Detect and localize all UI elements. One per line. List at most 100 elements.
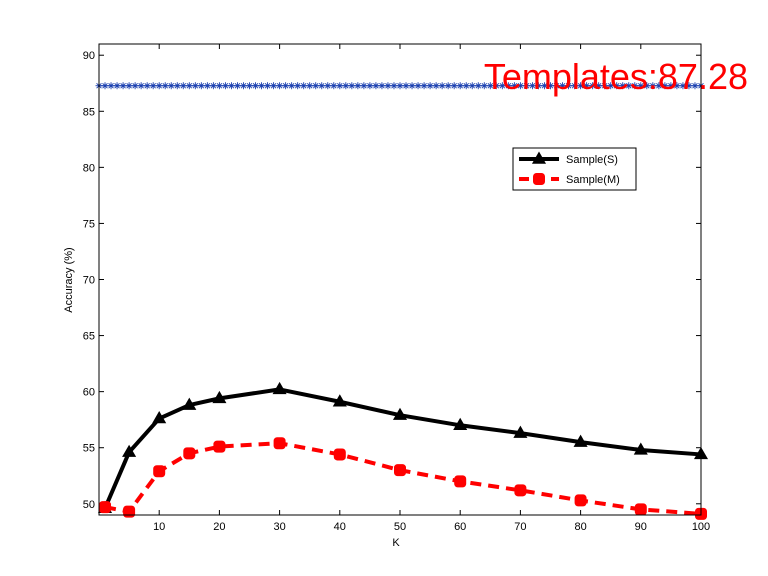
- reference-marker: [221, 82, 229, 90]
- x-tick-label: 10: [153, 521, 165, 533]
- reference-marker: [631, 82, 639, 90]
- reference-marker: [420, 82, 428, 90]
- x-tick-label: 50: [394, 521, 406, 533]
- y-tick-label: 85: [83, 106, 95, 118]
- reference-marker: [456, 82, 464, 90]
- reference-marker: [252, 82, 260, 90]
- reference-marker: [294, 82, 302, 90]
- data-point: [333, 448, 346, 461]
- data-point: [182, 397, 197, 410]
- y-tick-label: 90: [83, 50, 95, 62]
- plot-border: [98, 43, 702, 516]
- data-point: [123, 505, 136, 518]
- reference-marker: [149, 82, 157, 90]
- x-tick-label: 20: [213, 521, 225, 533]
- reference-marker: [559, 82, 567, 90]
- reference-marker: [270, 82, 278, 90]
- x-tick-label: 40: [334, 521, 346, 533]
- y-tick-label: 55: [83, 443, 95, 455]
- reference-marker: [264, 82, 272, 90]
- data-point: [514, 484, 527, 497]
- reference-marker: [119, 82, 127, 90]
- reference-marker: [101, 82, 109, 90]
- reference-marker: [227, 82, 235, 90]
- legend-marker: [531, 151, 547, 164]
- reference-marker: [131, 82, 139, 90]
- reference-marker: [498, 82, 506, 90]
- reference-marker: [504, 82, 512, 90]
- reference-marker: [246, 82, 253, 90]
- reference-marker: [414, 82, 422, 90]
- reference-marker: [534, 82, 542, 90]
- reference-marker: [336, 82, 344, 90]
- data-point: [513, 425, 528, 438]
- reference-marker: [215, 82, 223, 90]
- y-axis: 50 55 60 65 70 75 80 85 90: [83, 50, 701, 511]
- y-tick-label: 75: [83, 218, 95, 230]
- y-tick-label: 65: [83, 331, 95, 343]
- reference-marker: [125, 82, 133, 90]
- x-tick-label: 90: [635, 521, 647, 533]
- reference-marker: [589, 82, 597, 90]
- reference-marker: [601, 82, 609, 90]
- plot-area: [99, 44, 701, 515]
- data-point: [634, 503, 647, 516]
- reference-marker: [540, 82, 548, 90]
- reference-marker: [516, 82, 524, 90]
- data-point: [633, 442, 648, 455]
- reference-marker: [209, 82, 217, 90]
- reference-marker: [185, 82, 193, 90]
- reference-marker: [522, 82, 530, 90]
- x-axis-label: K: [392, 537, 400, 549]
- legend: Sample(S) Sample(M): [512, 147, 637, 191]
- reference-marker: [366, 82, 374, 90]
- reference-marker: [324, 82, 332, 90]
- reference-marker: [480, 82, 488, 90]
- x-axis: 10 20 30 40 50 60 70 80 90 100: [153, 44, 710, 533]
- reference-marker: [330, 82, 338, 90]
- reference-marker: [179, 82, 187, 90]
- reference-marker: [372, 82, 380, 90]
- reference-marker: [607, 82, 615, 90]
- data-point: [573, 434, 588, 447]
- reference-marker: [625, 82, 633, 90]
- data-point: [273, 437, 286, 450]
- data-point: [332, 394, 347, 407]
- reference-marker: [354, 82, 362, 90]
- reference-marker: [342, 82, 350, 90]
- x-tick-label: 100: [692, 521, 710, 533]
- x-tick-label: 30: [273, 521, 285, 533]
- reference-marker: [649, 82, 657, 90]
- reference-marker: [679, 82, 687, 90]
- reference-marker: [203, 82, 211, 90]
- reference-marker: [191, 82, 199, 90]
- reference-marker: [595, 82, 603, 90]
- reference-marker: [553, 82, 561, 90]
- reference-marker: [137, 82, 145, 90]
- reference-marker: [390, 82, 398, 90]
- data-point: [153, 465, 166, 478]
- reference-marker: [113, 82, 121, 90]
- reference-marker: [197, 82, 205, 90]
- x-tick-label: 80: [574, 521, 586, 533]
- reference-marker: [673, 82, 681, 90]
- reference-marker: [613, 82, 621, 90]
- reference-marker: [282, 82, 290, 90]
- y-axis-label: Accuracy (%): [63, 247, 75, 312]
- legend-label: Sample(M): [566, 174, 620, 186]
- data-point: [454, 475, 467, 488]
- templates-annotation: Templates:87.28: [484, 56, 748, 97]
- reference-marker: [655, 82, 663, 90]
- reference-marker: [384, 82, 392, 90]
- reference-marker: [661, 82, 669, 90]
- data-point: [212, 390, 227, 404]
- reference-marker: [547, 82, 554, 90]
- data-point: [394, 464, 406, 477]
- reference-marker: [691, 82, 699, 90]
- reference-marker: [667, 82, 675, 90]
- reference-marker: [426, 82, 434, 90]
- reference-marker: [312, 82, 320, 90]
- reference-marker: [258, 82, 266, 90]
- reference-marker: [486, 82, 494, 90]
